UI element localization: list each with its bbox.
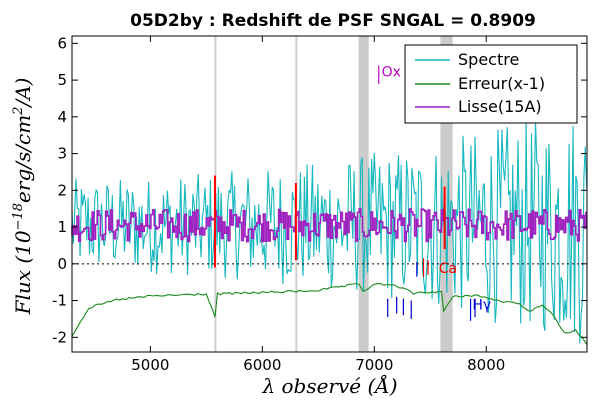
plot-frame xyxy=(71,35,588,353)
shaded-band-2 xyxy=(358,36,369,352)
x-axis-label: λ observé (Å) xyxy=(261,373,397,398)
line-label-layer: Ox Ca Hγ xyxy=(378,64,491,321)
y-tick-label-1: -1 xyxy=(52,292,67,310)
y-label-exp: −18 xyxy=(11,203,26,230)
y-label-exp2: 2 xyxy=(11,107,26,116)
y-label-tail2: /A) xyxy=(11,78,35,109)
y-tick-label-3: 1 xyxy=(57,218,67,236)
y-tick-label-0: -2 xyxy=(52,328,67,346)
y-tick-label-8: 6 xyxy=(57,34,67,52)
series-erreur-x-1 xyxy=(71,283,588,346)
series-lisse-15a xyxy=(71,208,587,243)
legend-label-spectre: Spectre xyxy=(458,50,519,69)
y-tick-label-4: 2 xyxy=(57,181,67,199)
y-tick-label-6: 4 xyxy=(57,108,67,126)
axis-ticks: 5000 6000 7000 8000 -2 -1 0 1 2 3 4 5 6 xyxy=(52,34,587,374)
y-label-tail: erg/s/cm xyxy=(11,115,35,203)
y-label-main: Flux (10 xyxy=(11,230,35,315)
legend-label-erreur: Erreur(x-1) xyxy=(458,74,545,93)
line-label-1: Ca xyxy=(439,261,457,277)
line-label-0: Ox xyxy=(382,64,401,80)
y-tick-label-7: 5 xyxy=(57,71,67,89)
marker-layer xyxy=(387,260,476,319)
x-tick-label-2: 7000 xyxy=(355,356,393,374)
legend-label-lisse: Lisse(15A) xyxy=(458,97,542,116)
x-tick-label-0: 5000 xyxy=(131,356,169,374)
series-layer xyxy=(71,120,588,346)
x-tick-label-3: 8000 xyxy=(467,356,505,374)
legend: Spectre Erreur(x-1) Lisse(15A) xyxy=(404,44,578,124)
line-label-2: Hγ xyxy=(472,298,491,314)
y-tick-label-5: 3 xyxy=(57,145,67,163)
x-tick-label-1: 6000 xyxy=(243,356,281,374)
chart-title: 05D2by : Redshift de PSF SNGAL = 0.8909 xyxy=(130,11,536,31)
y-axis-label: Flux (10−18erg/s/cm2/A) xyxy=(11,78,35,316)
spike-layer xyxy=(213,175,446,268)
y-tick-label-2: 0 xyxy=(57,255,67,273)
